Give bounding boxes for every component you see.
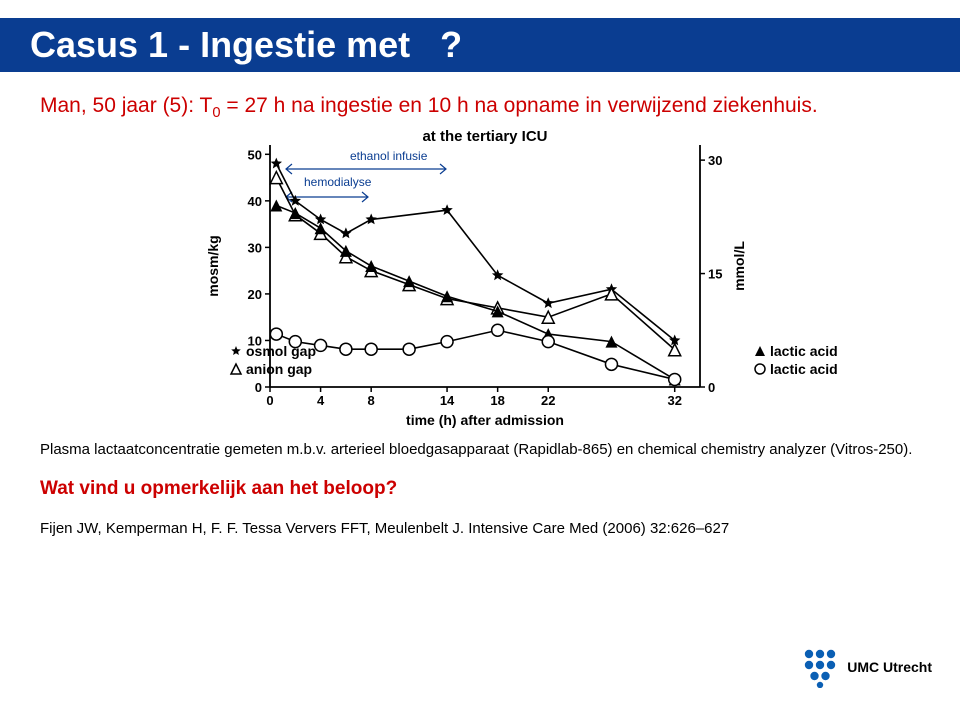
svg-text:mosm/kg: mosm/kg	[205, 235, 221, 296]
page-title: Casus 1 - Ingestie met ?	[30, 24, 462, 65]
svg-text:18: 18	[490, 393, 504, 408]
logo-text: UMC Utrecht	[847, 659, 932, 675]
svg-text:30: 30	[248, 241, 262, 256]
citation-text: Fijen JW, Kemperman H, F. F. Tessa Verve…	[40, 520, 920, 537]
svg-text:40: 40	[248, 194, 262, 209]
shield-icon	[797, 646, 843, 688]
title-bar: Casus 1 - Ingestie met ?	[0, 18, 960, 72]
svg-text:14: 14	[440, 393, 455, 408]
svg-text:osmol gap: osmol gap	[246, 343, 316, 359]
chart-container: ethanol infusie hemodialyse at the terti…	[200, 129, 840, 429]
svg-text:32: 32	[667, 393, 681, 408]
svg-text:8: 8	[368, 393, 375, 408]
svg-text:20: 20	[248, 287, 262, 302]
svg-text:22: 22	[541, 393, 555, 408]
svg-text:0: 0	[266, 393, 273, 408]
svg-text:30: 30	[708, 153, 722, 168]
svg-text:anion gap: anion gap	[246, 361, 312, 377]
svg-text:15: 15	[708, 267, 722, 282]
subtitle-sub: 0	[212, 105, 220, 121]
subtitle: Man, 50 jaar (5): T0 = 27 h na ingestie …	[40, 94, 920, 121]
umc-logo: UMC Utrecht	[797, 646, 932, 688]
svg-text:mmol/L: mmol/L	[731, 241, 747, 291]
plasma-text: Plasma lactaatconcentratie gemeten m.b.v…	[40, 441, 920, 458]
svg-text:0: 0	[255, 380, 262, 395]
subtitle-rest: = 27 h na ingestie en 10 h na opname in …	[221, 94, 818, 117]
svg-text:at the tertiary ICU: at the tertiary ICU	[422, 129, 547, 145]
subtitle-prefix: Man, 50 jaar (5): T	[40, 94, 212, 117]
svg-text:lactic acid (ABG): lactic acid (ABG)	[770, 343, 840, 359]
content-area: Man, 50 jaar (5): T0 = 27 h na ingestie …	[0, 72, 960, 547]
question-text: Wat vind u opmerkelijk aan het beloop?	[40, 478, 920, 500]
svg-text:0: 0	[708, 380, 715, 395]
svg-text:4: 4	[317, 393, 325, 408]
svg-text:time (h) after admission: time (h) after admission	[406, 412, 564, 428]
svg-text:50: 50	[248, 147, 262, 162]
svg-text:lactic acid (chem): lactic acid (chem)	[770, 361, 840, 377]
chart-svg: at the tertiary ICU048141822320102030405…	[200, 129, 840, 429]
title-text: Casus 1 - Ingestie met	[30, 24, 410, 65]
title-qmark: ?	[420, 24, 462, 65]
